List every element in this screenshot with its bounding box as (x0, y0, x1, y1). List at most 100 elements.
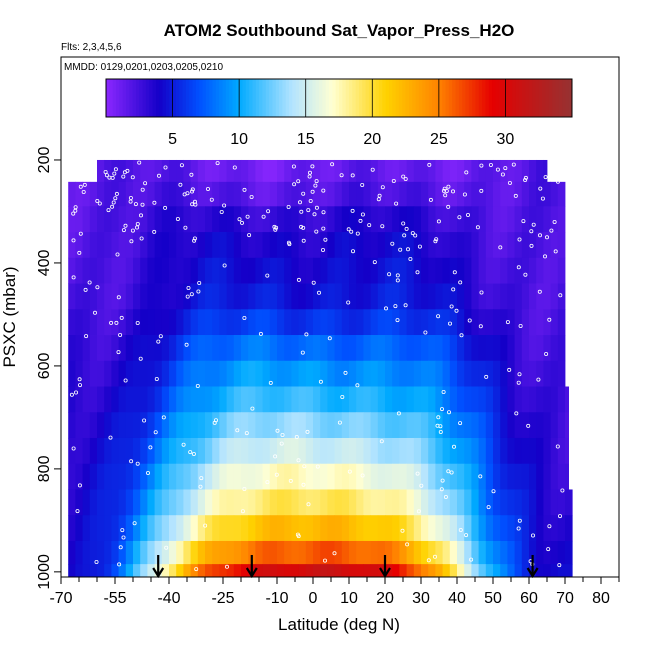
heatmap-cell (334, 283, 343, 310)
heatmap-cell (89, 206, 98, 233)
heatmap-cell (557, 360, 566, 387)
heatmap-cell (104, 159, 112, 183)
heatmap-cell (176, 412, 184, 439)
heatmap-cell (226, 181, 235, 207)
heatmap-cell (356, 181, 364, 207)
heatmap-cell (399, 335, 407, 362)
measurement-point (123, 223, 128, 228)
measurement-point (370, 167, 375, 172)
heatmap-cell (262, 181, 271, 207)
measurement-point (479, 163, 484, 168)
heatmap-cell (140, 412, 148, 439)
heatmap-cell (226, 386, 235, 413)
measurement-point (390, 241, 395, 246)
heatmap-cell (413, 335, 422, 362)
measurement-point (465, 212, 470, 217)
measurement-point (321, 226, 326, 231)
heatmap-cell (140, 360, 148, 387)
measurement-point (436, 314, 441, 319)
heatmap-cell (327, 309, 335, 336)
heatmap-cell (219, 159, 227, 183)
heatmap-cell (161, 437, 170, 465)
heatmap-cell (89, 540, 98, 565)
heatmap-cell (169, 564, 177, 578)
heatmap-cell (68, 335, 76, 362)
measurement-point (239, 220, 244, 225)
heatmap-cell (442, 206, 451, 233)
heatmap-cell (413, 309, 422, 336)
heatmap-cell (442, 257, 451, 284)
heatmap-cell (449, 515, 458, 542)
measurement-point (446, 204, 451, 209)
colorbar-segment (488, 79, 493, 117)
heatmap-cell (190, 515, 199, 542)
heatmap-cell (147, 335, 155, 362)
heatmap-cell (435, 283, 443, 310)
heatmap-cell (197, 206, 206, 233)
heatmap-cell (248, 463, 256, 490)
heatmap-cell (435, 181, 443, 207)
heatmap-cell (557, 489, 566, 516)
colorbar-segment (212, 79, 217, 117)
heatmap-cell (557, 206, 566, 233)
measurement-point (299, 209, 304, 214)
measurement-point (297, 200, 302, 205)
heatmap-cell (205, 386, 213, 413)
colorbar-segment (312, 79, 317, 117)
heatmap-cell (313, 564, 321, 578)
measurement-point (97, 201, 102, 206)
measurement-point (479, 188, 484, 193)
heatmap-cell (485, 489, 494, 516)
heatmap-cell (75, 257, 83, 284)
heatmap-cell (226, 412, 235, 439)
measurement-point (300, 350, 305, 355)
heatmap-cell (363, 463, 371, 490)
heatmap-cell (327, 360, 335, 387)
heatmap-cell (133, 159, 141, 183)
measurement-point (511, 162, 516, 167)
heatmap-cell (169, 309, 177, 336)
heatmap-cell (233, 159, 242, 183)
heatmap-cell (269, 463, 278, 490)
heatmap-cell (197, 283, 206, 310)
measurement-point (203, 523, 208, 528)
heatmap-cell (147, 257, 155, 284)
heatmap-cell (212, 489, 220, 516)
heatmap-cell (68, 232, 76, 259)
dates-label: MMDD: 0129,0201,0203,0205,0210 (64, 62, 223, 73)
heatmap-cell (363, 412, 371, 439)
heatmap-cell (183, 257, 191, 284)
heatmap-cell (399, 360, 407, 387)
heatmap-cell (277, 283, 285, 310)
colorbar-segment (402, 79, 407, 117)
heatmap-cell (521, 181, 530, 207)
heatmap-cell (413, 206, 422, 233)
y-tick-label: 600 (36, 352, 53, 379)
heatmap-cell (435, 489, 443, 516)
colorbar-segment (106, 79, 110, 117)
heatmap-cell (111, 283, 119, 310)
measurement-point (367, 223, 372, 228)
heatmap-cell (320, 257, 328, 284)
heatmap-cell (327, 540, 335, 565)
heatmap-cell (457, 564, 465, 578)
heatmap-cell (413, 412, 422, 439)
heatmap-cell (219, 564, 227, 578)
heatmap-cell (493, 515, 501, 542)
heatmap-cell (169, 540, 177, 565)
heatmap-cell (212, 257, 220, 284)
x-tick-label: 80 (592, 590, 610, 607)
heatmap-cell (277, 206, 285, 233)
heatmap-cell (169, 412, 177, 439)
heatmap-cell (421, 489, 429, 516)
heatmap-cell (176, 335, 184, 362)
measurement-point (109, 320, 114, 325)
heatmap-cell (449, 309, 458, 336)
colorbar-segment (219, 79, 223, 117)
heatmap-cell (212, 232, 220, 259)
heatmap-cell (277, 232, 285, 259)
measurement-point (436, 415, 441, 420)
measurement-point (152, 229, 157, 234)
measurement-point (523, 175, 528, 180)
